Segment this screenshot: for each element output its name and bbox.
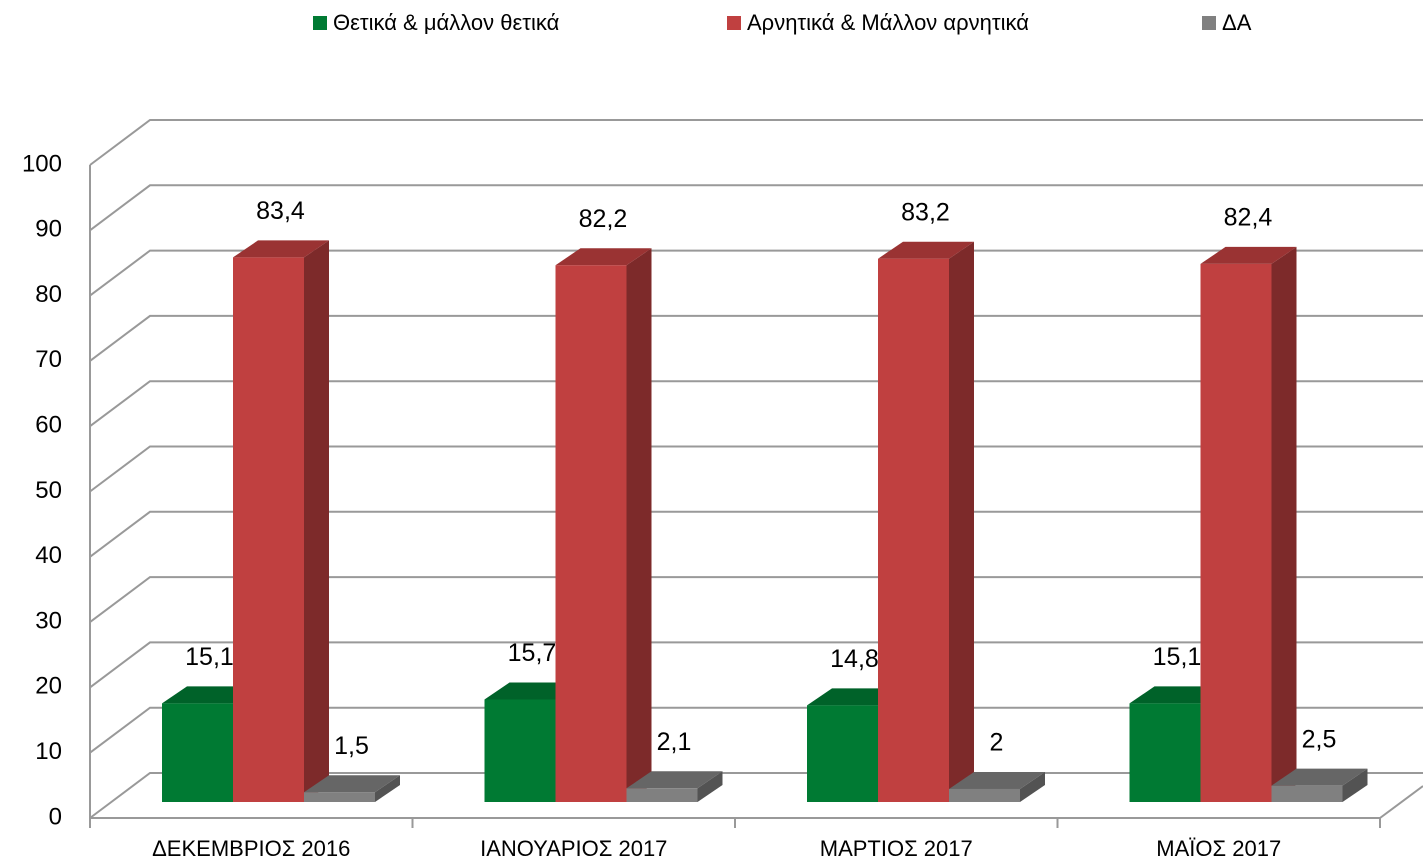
grid-line [89, 445, 1423, 493]
bar-front [555, 265, 627, 802]
bar-top [1271, 768, 1368, 786]
bar-top [555, 248, 652, 266]
y-tick-label: 70 [35, 346, 62, 373]
bar [1271, 768, 1368, 802]
y-tick-label: 30 [35, 607, 62, 634]
bar-side [1271, 246, 1297, 803]
legend-label: ΔΑ [1222, 10, 1252, 35]
legend-swatch [313, 16, 327, 30]
x-tick-label: ΔΕΚΕΜΒΡΙΟΣ 2016 [152, 836, 350, 861]
bar-top [233, 240, 329, 258]
data-label: 15,1 [185, 643, 234, 671]
grid-line [89, 510, 1423, 558]
bar-side [626, 248, 652, 802]
legend-swatch [1202, 16, 1216, 30]
data-label: 2 [990, 729, 1004, 757]
grid-line [89, 119, 1423, 166]
bar-top [878, 241, 974, 259]
bar-front [484, 699, 556, 802]
data-label: 82,2 [579, 205, 628, 233]
bar-front [1129, 703, 1201, 802]
bar-front [304, 792, 375, 802]
x-tick-label: ΜΑΪΟΣ 2017 [1156, 836, 1281, 861]
data-label: 82,4 [1224, 204, 1273, 232]
x-tick-label: ΙΑΝΟΥΑΡΙΟΣ 2017 [480, 836, 667, 861]
data-label: 15,1 [1153, 643, 1202, 671]
bar-top [626, 771, 723, 789]
grid-line [89, 380, 1423, 428]
bar-front [162, 703, 233, 802]
y-tick-label: 20 [35, 673, 62, 700]
grid-line [89, 706, 1423, 754]
bar-front [626, 788, 698, 802]
bar-front [807, 705, 878, 802]
bar-front [949, 788, 1020, 802]
bar-front [1200, 263, 1272, 803]
bar-top [1200, 246, 1297, 264]
grid-line [89, 314, 1423, 362]
data-label: 15,7 [508, 639, 557, 667]
bar [878, 241, 974, 803]
bar-side [1342, 768, 1368, 802]
bar [233, 240, 329, 802]
data-label: 83,2 [901, 198, 950, 226]
legend-label: Θετικά & μάλλον θετικά [333, 10, 560, 35]
y-tick-label: 90 [35, 216, 62, 243]
bar [949, 771, 1045, 802]
y-tick-label: 0 [49, 803, 62, 830]
y-tick-label: 10 [35, 738, 62, 765]
y-tick-label: 100 [22, 150, 62, 177]
floor-edge [1379, 785, 1423, 819]
bar-side [697, 771, 723, 802]
y-tick-label: 80 [35, 281, 62, 308]
data-label: 1,5 [334, 732, 369, 760]
bar [626, 771, 723, 802]
bar-front [1271, 785, 1343, 802]
grid-line [89, 184, 1423, 232]
grid-line [89, 249, 1423, 297]
bar-side [375, 775, 400, 802]
y-tick-label: 40 [35, 542, 62, 569]
x-tick-label: ΜΑΡΤΙΟΣ 2017 [820, 836, 973, 861]
bar [1200, 246, 1297, 803]
bar-front [233, 257, 304, 802]
grid-line [89, 641, 1423, 689]
bar [304, 775, 400, 802]
y-tick-label: 60 [35, 412, 62, 439]
y-tick-label: 50 [35, 477, 62, 504]
legend-swatch [727, 16, 741, 30]
bar-top [304, 775, 400, 793]
bar-side [1020, 771, 1045, 802]
data-label: 14,8 [830, 645, 879, 673]
bar-side [304, 240, 329, 802]
grid-line [89, 576, 1423, 623]
data-label: 83,4 [256, 197, 305, 225]
data-label: 2,1 [657, 728, 692, 756]
bar-front [878, 258, 949, 803]
data-label: 2,5 [1302, 725, 1337, 753]
bar-top [949, 771, 1045, 789]
legend-label: Αρνητικά & Μάλλον αρνητικά [747, 10, 1029, 35]
bar [555, 248, 652, 802]
bar-side [949, 241, 974, 803]
